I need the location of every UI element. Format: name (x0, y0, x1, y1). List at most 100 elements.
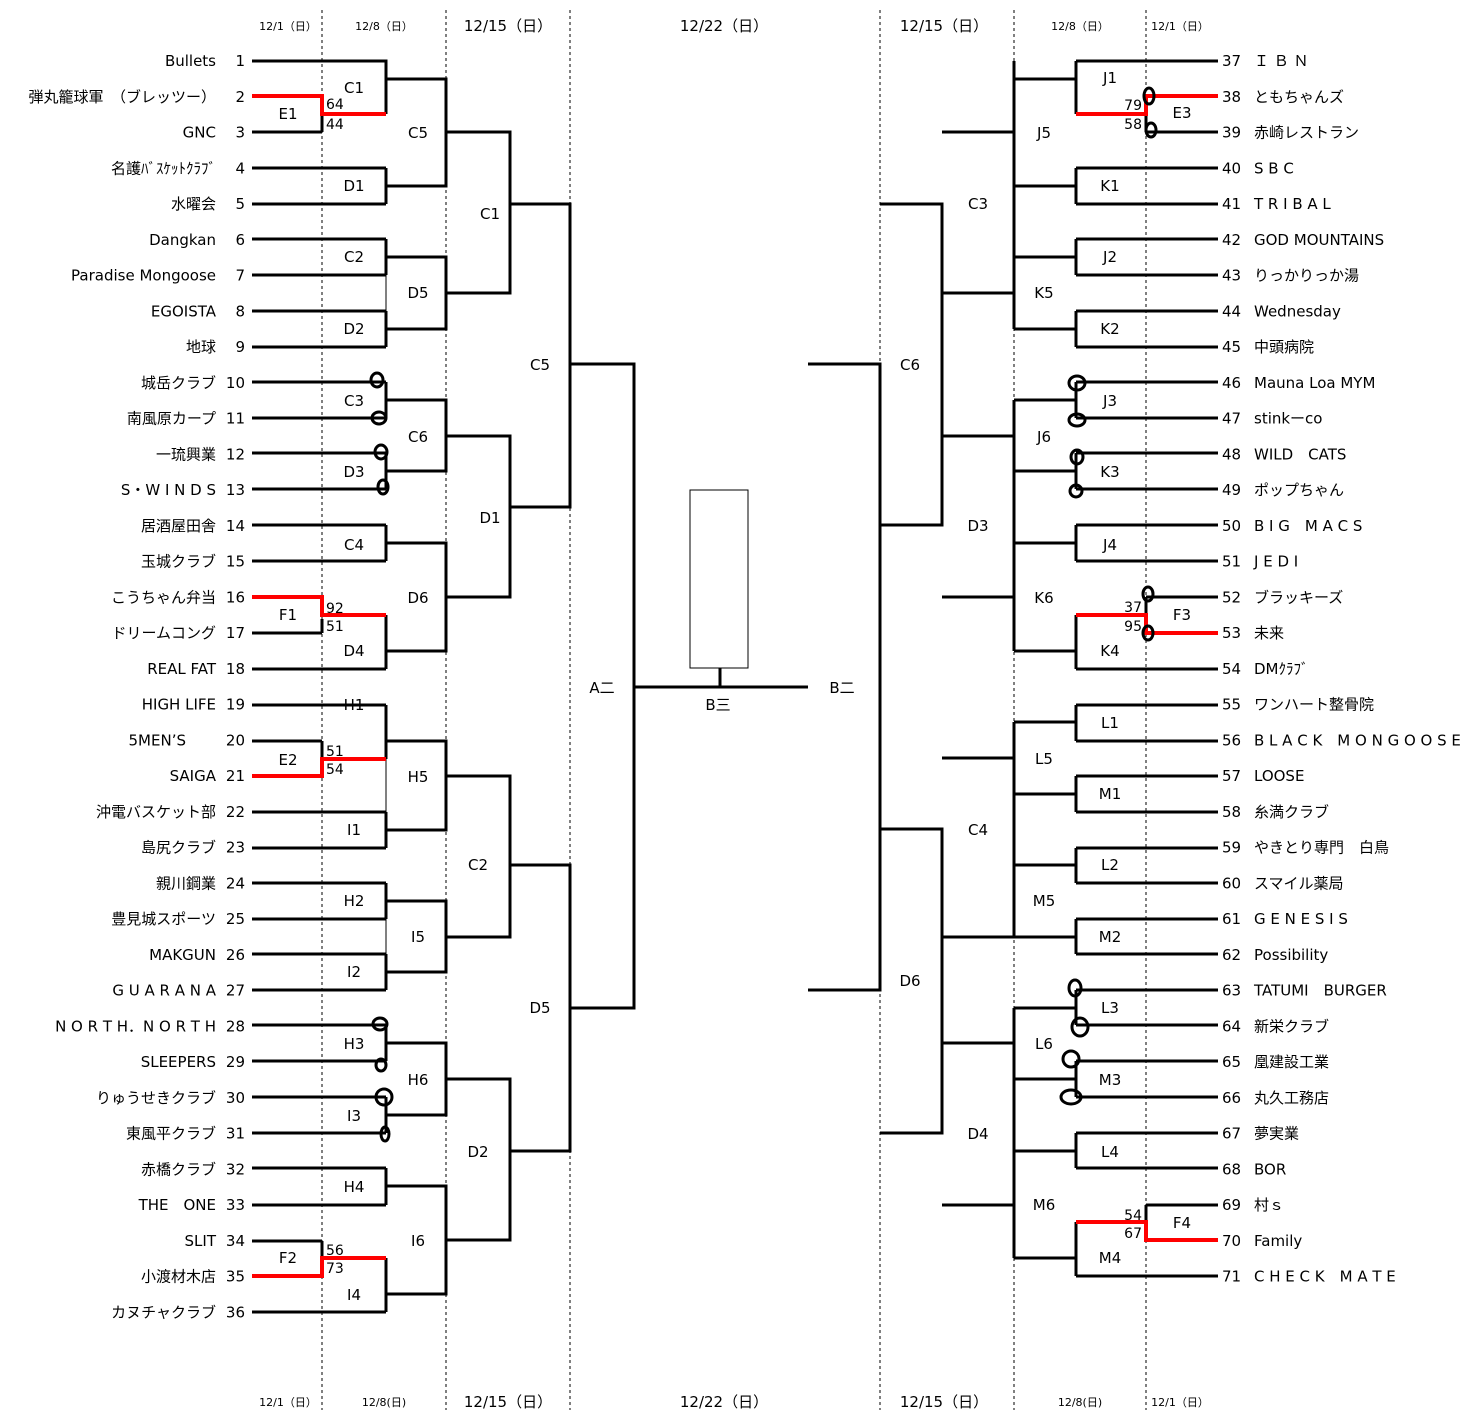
team-name: DMｸﾗﾌﾞ (1254, 660, 1309, 678)
team-name: カヌチャクラブ (111, 1303, 216, 1321)
match-code: D2 (467, 1143, 488, 1161)
team-name: 南風原カープ (127, 410, 216, 428)
team-name: G U A R A N A (112, 982, 216, 1000)
match-code: H4 (344, 1178, 365, 1196)
team-number: 71 (1222, 1268, 1241, 1286)
match-code: C6 (900, 356, 920, 374)
team-name: ブラッキーズ (1254, 588, 1343, 606)
match-code: I2 (347, 963, 361, 981)
team-name: 東風平クラブ (126, 1125, 216, 1143)
team-number: 28 (226, 1017, 245, 1035)
team-number: 29 (226, 1053, 245, 1071)
match-code: D5 (529, 999, 550, 1017)
team-name: BOR (1254, 1160, 1286, 1178)
match-code: H3 (344, 1035, 365, 1053)
team-name: GNC (183, 124, 216, 142)
match-code: F3 (1173, 606, 1191, 624)
team-number: 67 (1222, 1125, 1241, 1143)
match-code: D1 (343, 177, 364, 195)
match-code: K5 (1034, 284, 1053, 302)
match-code: D6 (407, 589, 428, 607)
match-code: K2 (1100, 320, 1119, 338)
match-code: L4 (1101, 1143, 1119, 1161)
score-value: 67 (1124, 1226, 1142, 1242)
match-code: M1 (1099, 785, 1122, 803)
match-code: B三 (705, 696, 730, 714)
match-code: F2 (279, 1249, 297, 1267)
team-number: 19 (226, 696, 245, 714)
team-number: 17 (226, 624, 245, 642)
team-name: 地球 (186, 338, 216, 356)
team-number: 36 (226, 1303, 245, 1321)
match-code: M4 (1099, 1249, 1122, 1267)
team-name: HIGH LIFE (142, 696, 216, 714)
team-name: Family (1254, 1232, 1302, 1250)
score-value: 58 (1124, 117, 1142, 133)
team-number: 39 (1222, 124, 1241, 142)
score-value: 64 (326, 97, 344, 113)
date-label: 12/1（日） (1151, 20, 1209, 33)
team-number: 11 (226, 410, 245, 428)
team-name: Mauna Loa MYM (1254, 374, 1375, 392)
score-value: 54 (326, 762, 344, 778)
forfeit-markers (369, 86, 1158, 1143)
team-number: 41 (1222, 195, 1241, 213)
match-code: F1 (279, 606, 297, 624)
score-value: 51 (326, 744, 344, 760)
team-number: 20 (226, 731, 245, 749)
match-code: E3 (1172, 104, 1191, 122)
team-number: 38 (1222, 88, 1241, 106)
team-number: 25 (226, 910, 245, 928)
team-number: 56 (1222, 731, 1241, 749)
team-name: 凰建設工業 (1254, 1053, 1329, 1071)
team-number: 33 (226, 1196, 245, 1214)
team-number: 27 (226, 982, 245, 1000)
date-header-bottom: 12/1（日） 12/8(日) 12/15（日） 12/22（日） 12/15（… (259, 1393, 1209, 1411)
match-code: H5 (408, 768, 429, 786)
team-number: 7 (235, 267, 245, 285)
team-name: SAIGA (170, 767, 217, 785)
team-number: 32 (226, 1160, 245, 1178)
match-code: C4 (344, 536, 364, 554)
team-name: 親川鋼業 (156, 874, 216, 892)
match-code: A二 (589, 679, 614, 697)
team-name: やきとり専門 白鳥 (1254, 839, 1389, 857)
date-label: 12/1（日） (259, 20, 317, 33)
match-code: C5 (530, 356, 550, 374)
match-code: H6 (408, 1071, 429, 1089)
bracket-lines (252, 59, 1218, 1314)
date-label: 12/15（日） (900, 1393, 988, 1411)
team-name: SLEEPERS (141, 1053, 216, 1071)
team-name: ともちゃんズ (1254, 88, 1344, 106)
match-code: I4 (347, 1286, 361, 1304)
team-number: 53 (1222, 624, 1241, 642)
team-number: 1 (235, 52, 245, 70)
team-name: GOD MOUNTAINS (1254, 231, 1384, 249)
match-code: C2 (344, 248, 364, 266)
left-team-list: Bullets 1 弾丸籠球軍 （ブレッツー） 2 GNC 3 名護ﾊﾞｽｹｯﾄｸﾗﾌﾞ 4 水… (28, 52, 245, 1321)
team-number: 6 (235, 231, 245, 249)
match-code: J3 (1102, 392, 1117, 410)
team-name: B I G M A C S (1254, 517, 1362, 535)
match-code: D4 (343, 642, 364, 660)
team-name: 未来 (1254, 624, 1284, 642)
date-label: 12/8(日) (362, 1396, 406, 1409)
team-number: 52 (1222, 588, 1241, 606)
match-codes: C1 E1 D1 C2 D2 C5 D5 C3 D3 C6 C4 F1 D4 D6 H1 E2 I1 H5 H2 I2… (278, 69, 1191, 1304)
team-name: WILD CATS (1254, 445, 1346, 463)
team-name: りっかりっか湯 (1254, 267, 1359, 285)
team-name: N O R T H．N O R T H (55, 1017, 216, 1035)
team-name: 村ｓ (1254, 1196, 1284, 1214)
team-name: Dangkan (149, 231, 216, 249)
match-code: J2 (1102, 248, 1117, 266)
match-code: E2 (278, 751, 297, 769)
team-name: 新栄クラブ (1254, 1017, 1329, 1035)
date-label: 12/15（日） (900, 17, 988, 35)
score-value: 54 (1124, 1208, 1142, 1224)
team-number: 13 (226, 481, 245, 499)
team-name: ワンハート整骨院 (1254, 696, 1374, 714)
team-name: 豊見城スポーツ (111, 910, 216, 928)
match-code: M3 (1099, 1071, 1122, 1089)
team-number: 45 (1222, 338, 1241, 356)
team-name: ドリームコング (111, 624, 216, 642)
